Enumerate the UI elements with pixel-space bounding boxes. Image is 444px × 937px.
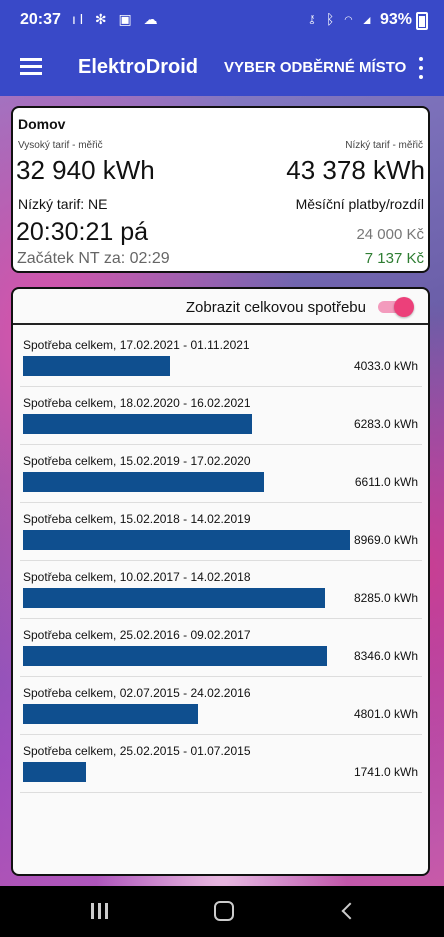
switch-thumb [394,297,414,317]
consumption-row[interactable]: Spotřeba celkem, 15.02.2019 - 17.02.2020… [20,445,422,503]
consumption-row[interactable]: Spotřeba celkem, 18.02.2020 - 16.02.2021… [20,387,422,445]
consumption-period-label: Spotřeba celkem, 25.02.2016 - 09.02.2017 [23,628,251,642]
bluetooth-icon: ᛒ [326,11,338,27]
consumption-bar [23,472,264,492]
app-title: ElektroDroid [78,56,199,78]
payments-value: 24 000 Kč [356,226,424,243]
consumption-value: 8969.0 kWh [353,533,418,547]
high-tariff-value: 32 940 kWh [16,155,155,185]
consumption-row[interactable]: Spotřeba celkem, 17.02.2021 - 01.11.2021… [20,329,422,387]
consumption-bar [23,762,86,782]
back-icon[interactable] [341,902,359,920]
key-icon: ⚷ [307,11,320,27]
monthly-payments-label: Měsíční platby/rozdíl [295,196,424,212]
app-bar: ElektroDroid VYBER ODBĚRNÉ MÍSTO [0,42,444,96]
consumption-period-label: Spotřeba celkem, 17.02.2021 - 01.11.2021 [23,338,250,352]
cloud-icon: ☁ [143,11,162,27]
consumption-period-label: Spotřeba celkem, 25.02.2015 - 01.07.2015 [23,744,251,758]
consumption-bar [23,588,325,608]
consumption-value: 8346.0 kWh [353,649,418,663]
wifi-icon: ◠ [344,11,356,27]
current-time: 20:30:21 pá [16,218,149,246]
consumption-card: Zobrazit celkovou spotřebu Spotřeba celk… [11,287,430,876]
low-tariff-value: 43 378 kWh [286,155,425,185]
consumption-row[interactable]: Spotřeba celkem, 25.02.2016 - 09.02.2017… [20,619,422,677]
consumption-period-label: Spotřeba celkem, 10.02.2017 - 14.02.2018 [23,570,251,584]
total-consumption-toggle-row: Zobrazit celkovou spotřebu [13,289,428,325]
consumption-row[interactable]: Spotřeba celkem, 02.07.2015 - 24.02.2016… [20,677,422,735]
consumption-bar [23,356,170,376]
more-options-icon[interactable] [418,57,424,79]
total-consumption-switch[interactable] [376,297,414,317]
status-time: 20:37 [20,11,61,28]
consumption-period-label: Spotřeba celkem, 15.02.2019 - 17.02.2020 [23,454,251,468]
consumption-bar [23,704,198,724]
consumption-list: Spotřeba celkem, 17.02.2021 - 01.11.2021… [20,329,422,793]
consumption-row[interactable]: Spotřeba celkem, 15.02.2018 - 14.02.2019… [20,503,422,561]
low-tariff-label: Nízký tarif - měřič [345,140,423,151]
nt-start-countdown: Začátek NT za: 02:29 [17,250,170,267]
battery-icon [416,12,428,30]
home-icon[interactable] [214,901,234,921]
consumption-bar [23,646,327,666]
status-system-icons: ⚷ ᛒ ◠ ◢ [308,11,374,27]
hamburger-menu-icon[interactable] [20,58,42,76]
high-tariff-label: Vysoký tarif - měřič [18,140,103,151]
consumption-row[interactable]: Spotřeba celkem, 10.02.2017 - 14.02.2018… [20,561,422,619]
summary-card[interactable]: Domov Vysoký tarif - měřič Nízký tarif -… [11,106,430,273]
consumption-value: 4801.0 kWh [353,707,418,721]
consumption-period-label: Spotřeba celkem, 02.07.2015 - 24.02.2016 [23,686,251,700]
status-notification-icons: ıl ✻ ▣ ☁ [72,11,162,28]
consumption-bar [23,414,252,434]
signal-bars-icon: ıl [72,11,87,27]
difference-value: 7 137 Kč [364,250,424,267]
status-bar: 20:37 ıl ✻ ▣ ☁ ⚷ ᛒ ◠ ◢ 93% [0,0,444,42]
place-name: Domov [18,116,66,132]
toggle-label: Zobrazit celkovou spotřebu [185,299,366,316]
battery-level: 93% [379,11,412,28]
consumption-value: 1741.0 kWh [353,765,418,779]
consumption-bar [23,530,350,550]
cell-signal-icon: ◢ [362,11,374,27]
consumption-period-label: Spotřeba celkem, 15.02.2018 - 14.02.2019 [23,512,251,526]
system-nav-bar [0,886,444,937]
low-tariff-state: Nízký tarif: NE [18,196,108,212]
consumption-value: 8285.0 kWh [353,591,418,605]
image-icon: ▣ [118,11,136,27]
recent-apps-icon[interactable] [91,903,109,919]
fan-icon: ✻ [94,11,111,27]
select-place-button[interactable]: VYBER ODBĚRNÉ MÍSTO [224,59,407,76]
consumption-value: 6283.0 kWh [353,417,418,431]
consumption-value: 4033.0 kWh [353,359,418,373]
consumption-value: 6611.0 kWh [354,475,418,489]
consumption-period-label: Spotřeba celkem, 18.02.2020 - 16.02.2021 [23,396,251,410]
consumption-row[interactable]: Spotřeba celkem, 25.02.2015 - 01.07.2015… [20,735,422,793]
